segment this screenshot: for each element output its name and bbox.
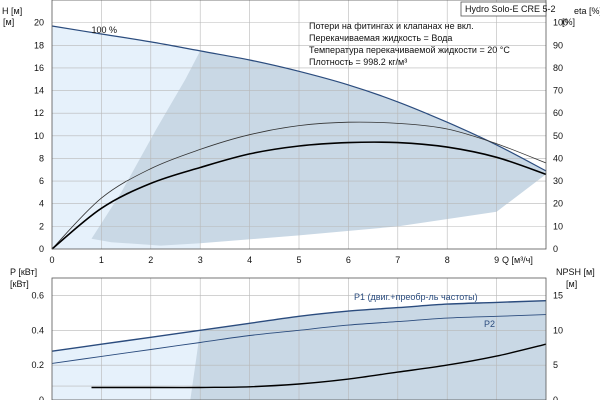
series-line-0 (51, 300, 547, 352)
y-right-tick-label: 15 (553, 290, 563, 300)
title-box: Hydro Solo-E CRE 5-2 (460, 1, 556, 17)
note-3: Температура перекачиваемой жидкости = 20… (309, 45, 510, 55)
y-tick-label: 4 (39, 199, 44, 209)
y-right-axis-unit: [м] (566, 279, 577, 289)
note-1: Потери на фитингах и клапанах не вкл. (309, 21, 474, 31)
series-line-1 (51, 314, 547, 364)
p1-series-label: P1 (двиг.+преобр-ль частоты) (354, 292, 478, 302)
bottom-plot-frame (51, 277, 547, 400)
top-y-axis-right-label: eta [%] (574, 6, 600, 16)
y-right-tick-label: 10 (553, 221, 563, 231)
y-right-tick-label: 30 (553, 176, 563, 186)
top-plot-frame (51, 0, 547, 250)
y-right-axis-unit: [%] (562, 17, 575, 27)
x-tick-label: 0 (49, 255, 54, 265)
y-tick-label: 16 (34, 63, 44, 73)
x-tick-label: 6 (346, 255, 351, 265)
y-tick-label: 10 (34, 131, 44, 141)
y-right-tick-label: 90 (553, 40, 563, 50)
speed-annotation: 100 % (92, 25, 118, 35)
x-tick-label: 8 (445, 255, 450, 265)
x-tick-label: 3 (198, 255, 203, 265)
operating-regions (52, 26, 546, 249)
y-right-tick-label: 80 (553, 63, 563, 73)
x-tick-label: 2 (148, 255, 153, 265)
x-tick-label: 7 (395, 255, 400, 265)
top-y-axis-label: H [м] (2, 6, 22, 16)
note-4: Плотность = 998.2 кг/м³ (309, 57, 407, 67)
series-line-1 (51, 121, 547, 250)
x-axis-label: Q [м³/ч] (502, 255, 533, 265)
y-right-tick-label: 5 (553, 360, 558, 370)
series-lines (51, 25, 547, 250)
y-tick-label: 18 (34, 40, 44, 50)
tick-labels: 0 0.2 0.4 0.6 0 5 10 15 [кВт] [м] (10, 279, 577, 400)
x-tick-label: 1 (99, 255, 104, 265)
y-right-tick-label: 60 (553, 108, 563, 118)
bottom-y-axis-right-label: NPSH [м] (556, 267, 595, 277)
y-tick-label: 20 (34, 18, 44, 28)
y-right-tick-label: 50 (553, 131, 563, 141)
series-lines (51, 300, 547, 389)
y-right-tick-label: 10 (553, 325, 563, 335)
y-tick-label: 14 (34, 86, 44, 96)
series-line-2 (91, 343, 547, 389)
x-tick-label: 5 (296, 255, 301, 265)
y-tick-label: 0.6 (31, 290, 44, 300)
y-right-tick-label: 100 (553, 18, 568, 28)
y-axis-unit: [кВт] (10, 279, 29, 289)
y-tick-label: 0.2 (31, 360, 44, 370)
note-2: Перекачиваемая жидкость = Вода (309, 33, 452, 43)
top-chart: 0246810121416182001020304050607080901000… (2, 0, 600, 265)
y-tick-label: 2 (39, 221, 44, 231)
y-right-tick-label: 40 (553, 153, 563, 163)
y-axis-unit: [м] (3, 17, 14, 27)
y-tick-label: 12 (34, 108, 44, 118)
bottom-chart: 0 0.2 0.4 0.6 0 5 10 15 [кВт] [м] P [кВт] NPSH [м… (10, 267, 595, 400)
y-tick-label: 8 (39, 153, 44, 163)
series-line-2 (51, 141, 547, 250)
y-right-tick-label: 0 (553, 244, 558, 254)
operating-region (190, 300, 547, 400)
x-tick-label: 4 (247, 255, 252, 265)
y-right-tick-label: 0 (553, 395, 558, 400)
y-tick-label: 6 (39, 176, 44, 186)
notes: Потери на фитингах и клапанах не вкл. Пе… (309, 21, 510, 67)
operating-region (91, 50, 546, 246)
chart-title: Hydro Solo-E CRE 5-2 (465, 4, 556, 14)
grid-lines (52, 0, 546, 249)
series-line-0 (51, 25, 547, 172)
p2-series-label: P2 (484, 319, 495, 329)
y-tick-label: 0 (39, 244, 44, 254)
bottom-y-axis-label-line1: P [кВт] (10, 267, 37, 277)
tick-labels: 0246810121416182001020304050607080901000… (3, 17, 575, 265)
y-right-tick-label: 70 (553, 86, 563, 96)
y-right-tick-label: 20 (553, 199, 563, 209)
y-tick-label: 0 (39, 395, 44, 400)
y-tick-label: 0.4 (31, 325, 44, 335)
x-tick-label: 9 (494, 255, 499, 265)
